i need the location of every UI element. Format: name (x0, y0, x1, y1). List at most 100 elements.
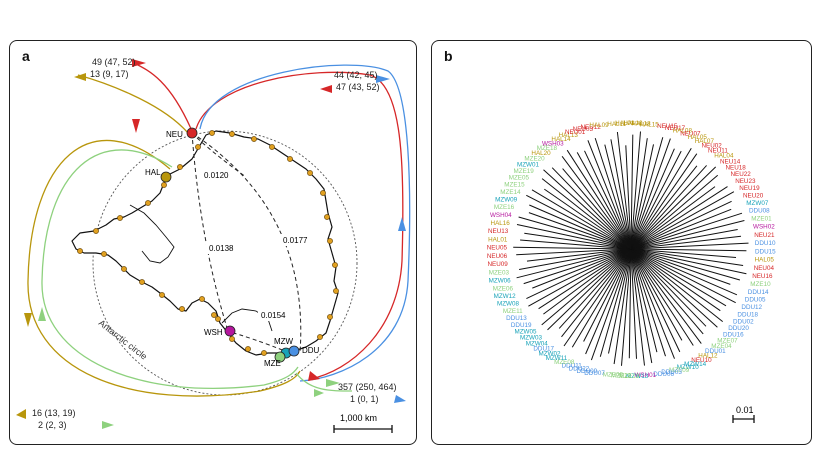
tree-branch (630, 138, 648, 250)
colony-dot (261, 350, 267, 356)
tree-leaf-label: DDU18 (737, 311, 758, 318)
weddell-shelf (129, 204, 175, 264)
panel-b-label: b (444, 48, 453, 64)
site-label: NEU (166, 130, 183, 139)
colony-dot (121, 266, 127, 272)
site-label: WSH (204, 328, 223, 337)
tree-leaf-label: MZW04 (526, 340, 549, 347)
tree-leaf-label: NEU17 (665, 125, 686, 132)
tree-leaf-label: NEU14 (720, 159, 741, 166)
tree-leaf-label: NEU20 (743, 192, 764, 199)
flow-counts: 49 (47, 52) 13 (9, 17) 44 (42, 45) 47 (4… (32, 57, 397, 430)
tree-leaf-label: MZE09 (669, 367, 690, 374)
tree-leaf-label: NEU13 (488, 228, 509, 235)
tree-branch (516, 248, 632, 279)
tree-leaf-label: DDU11 (562, 363, 583, 370)
tree-branch (630, 166, 717, 250)
tree-branch (561, 248, 632, 338)
tree-leaf-label: NEU15 (657, 123, 678, 130)
colony-dot (327, 314, 333, 320)
tree-branch (562, 168, 632, 250)
tree-branch (543, 248, 632, 315)
panel-a: a Antarctic circle (9, 40, 417, 445)
scale-bar-line (732, 415, 755, 423)
arrowhead (398, 217, 406, 231)
tree-branch (630, 235, 742, 250)
tree-leaf-label: HAL15 (639, 121, 659, 128)
arrowheads (16, 59, 406, 429)
tree-branch (630, 208, 732, 250)
tree-branch (630, 248, 645, 366)
distance-bg (280, 234, 310, 246)
tree-leaf-label: MZW10 (677, 364, 700, 371)
tree-leaf-label: MZE14 (500, 189, 521, 196)
tree-leaf-label: MZE15 (504, 182, 525, 189)
tree-leaf-label: MZE18 (537, 145, 558, 152)
tree-leaf-label: MZE04 (711, 343, 732, 350)
tree-branch (630, 248, 666, 357)
site-neu-marker (186, 127, 198, 139)
tree-leaf-label: MZE06 (493, 285, 514, 292)
colony-dot (307, 170, 313, 176)
site-ddu-marker (288, 345, 300, 357)
scale-bar-a: 1,000 km (333, 413, 393, 433)
tree-leaf-label: NEU12 (580, 124, 601, 131)
tree-branch (630, 248, 694, 346)
tree-branch (630, 248, 707, 327)
tree-leaf-label: NEU02 (702, 142, 723, 149)
tree-leaf-label: DDU01 (705, 348, 726, 355)
tree-leaf-label: MZE03 (489, 269, 510, 276)
tree-leaf-label: DDU13 (506, 315, 527, 322)
tree-leaf-label: MZW11 (546, 355, 568, 362)
tree-leaf-label: HAL18 (631, 120, 651, 127)
tree-branch (630, 248, 681, 353)
colony-dot (320, 190, 326, 196)
tree-leaf-label: MZW14 (684, 361, 707, 368)
site-wsh-marker (224, 325, 236, 337)
colony-dot (139, 279, 145, 285)
tree-leaf-label: MZE01 (751, 216, 772, 223)
tree-leaf-label: HAL01 (488, 236, 508, 243)
site-label: HAL (145, 168, 161, 177)
tree-leaf-label: DDU05 (745, 297, 766, 304)
distance-line (191, 132, 247, 178)
tree-leaf-label: DDU19 (511, 322, 532, 329)
tree-branch (563, 248, 632, 347)
tree-leaf-label: HAL09 (589, 122, 609, 129)
tree-branch (630, 212, 743, 250)
distance-bg (206, 242, 236, 254)
colony-dot (327, 238, 333, 244)
tree-leaf-label: NEU23 (735, 178, 756, 185)
tree-branch (518, 216, 632, 250)
colony-dot (195, 144, 201, 150)
tree-leaf-label: MZE10 (750, 281, 771, 288)
tree-branch (630, 248, 747, 252)
tree-branches (513, 131, 749, 366)
distance-line (191, 132, 302, 354)
tree-leaf-label: DDU17 (533, 346, 554, 353)
tree-leaf-label: MZE08 (554, 359, 575, 366)
tree-branch (630, 144, 654, 250)
phylogenetic-tree: b HAL03HAL10HAL18HAL15NEU15NEU17HAL08NEU… (444, 48, 776, 423)
tree-branch (587, 140, 632, 250)
tree-branch (543, 169, 632, 250)
tree-branch (630, 248, 675, 359)
colony-dot (333, 288, 339, 294)
distance-label: 0.0138 (209, 244, 234, 253)
site-hal-marker (160, 171, 172, 183)
colony-dot (199, 296, 205, 302)
tree-leaf-label: DDU15 (755, 249, 776, 256)
tree-branch (528, 248, 632, 307)
tree-leaf-label: DDU08 (749, 208, 770, 215)
tree-branch (566, 149, 632, 250)
tree-branch (630, 191, 735, 250)
arrowhead (326, 379, 340, 387)
tree-branch (531, 189, 632, 250)
arc-mze-hal (41, 149, 299, 389)
tree-branch (630, 150, 682, 250)
colony-dot (251, 136, 257, 142)
tree-branch (630, 248, 702, 344)
tree-branch (604, 144, 632, 250)
colony-dot (145, 200, 151, 206)
tree-branch (516, 248, 632, 256)
